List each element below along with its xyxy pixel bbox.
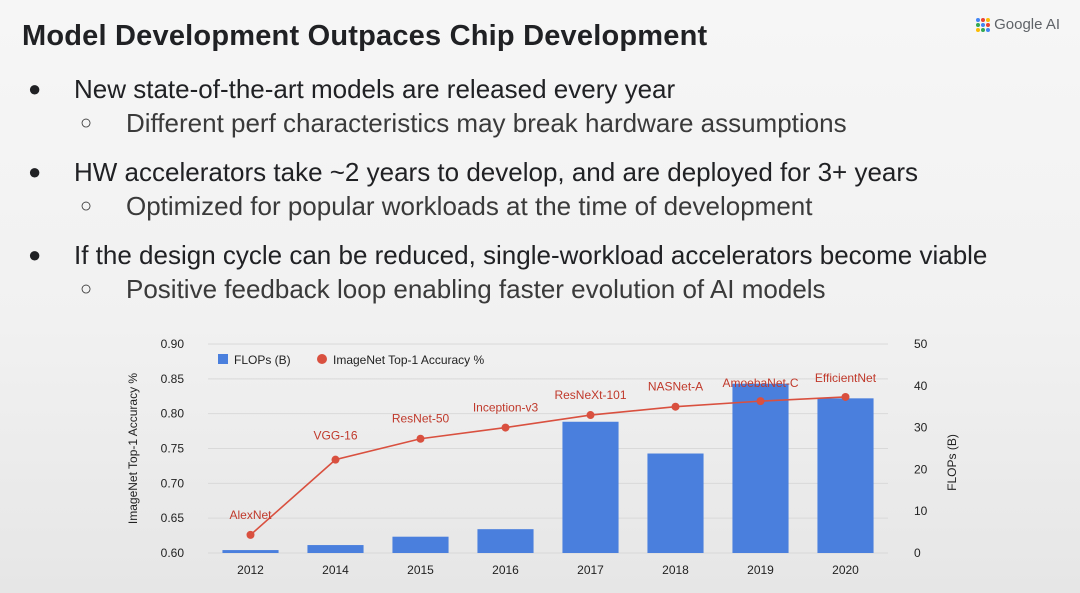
sub-bullet-item: ○ Different perf characteristics may bre…	[80, 106, 1072, 140]
sub-bullet-text: Different perf characteristics may break…	[126, 107, 847, 138]
accuracy-point	[246, 530, 255, 539]
model-label: AlexNet	[229, 508, 272, 522]
sub-bullet-text: Optimized for popular workloads at the t…	[126, 190, 813, 221]
x-tick-label: 2019	[747, 563, 774, 577]
flops-bar	[732, 383, 789, 553]
bullet-glyph: ●	[28, 76, 42, 101]
flops-accuracy-combo-chart: 0.90 0.85 0.80 0.75 0.70 0.65 0.60 50 40 30 20 10 0 2…	[126, 337, 959, 577]
y-tick-label: 0.70	[161, 476, 185, 490]
y2-tick-label: 30	[914, 421, 928, 435]
x-tick-label: 2020	[832, 563, 859, 577]
model-label: ResNet-50	[392, 412, 450, 426]
flops-bar	[477, 529, 534, 553]
accuracy-point	[841, 392, 850, 401]
model-label: ResNeXt-101	[554, 388, 626, 402]
x-tick-label: 2015	[407, 563, 434, 577]
legend-label-accuracy: ImageNet Top-1 Accuracy %	[333, 353, 485, 367]
accuracy-point	[501, 423, 510, 432]
x-tick-label: 2012	[237, 563, 264, 577]
sub-bullet-glyph: ○	[80, 194, 93, 217]
google-ai-dots-icon	[976, 17, 991, 32]
bullet-text: If the design cycle can be reduced, sing…	[74, 239, 988, 270]
flops-bar	[647, 453, 704, 553]
model-label: Inception-v3	[473, 401, 539, 415]
bullet-text: HW accelerators take ~2 years to develop…	[74, 156, 919, 187]
y-tick-label: 0.65	[161, 511, 185, 525]
y2-tick-label: 20	[914, 462, 928, 476]
brand-name: Google AI	[994, 16, 1060, 33]
bullet-glyph: ●	[28, 242, 42, 267]
flops-bar	[817, 398, 874, 553]
y2-tick-label: 40	[914, 379, 928, 393]
legend-line-swatch	[317, 354, 327, 364]
slide-title: Model Development Outpaces Chip Developm…	[22, 20, 708, 52]
accuracy-point	[586, 411, 595, 420]
x-tick-label: 2017	[577, 563, 604, 577]
legend-label-flops: FLOPs (B)	[234, 353, 291, 367]
accuracy-point	[416, 434, 425, 443]
model-label: EfficientNet	[815, 371, 877, 385]
bullet-glyph: ●	[28, 159, 42, 184]
flops-bar	[307, 545, 364, 553]
y-tick-label: 0.75	[161, 442, 185, 456]
flops-bar	[392, 536, 449, 553]
x-tick-label: 2014	[322, 563, 349, 577]
sub-bullet-text: Positive feedback loop enabling faster e…	[126, 273, 826, 304]
y-tick-label: 0.85	[161, 372, 185, 386]
accuracy-point	[756, 397, 765, 406]
accuracy-line	[249, 396, 846, 536]
sub-bullet-item: ○ Positive feedback loop enabling faster…	[80, 272, 1072, 306]
bullet-item: ● If the design cycle can be reduced, si…	[22, 238, 1072, 272]
sub-bullet-item: ○ Optimized for popular workloads at the…	[80, 189, 1072, 223]
y-axis-title: ImageNet Top-1 Accuracy %	[126, 373, 140, 525]
sub-bullet-glyph: ○	[80, 111, 93, 134]
model-label: AmoebaNet-C	[722, 376, 798, 390]
bullet-list: ● New state-of-the-art models are releas…	[22, 72, 1072, 306]
legend-bar-swatch	[218, 354, 228, 364]
bullet-item: ● HW accelerators take ~2 years to devel…	[22, 155, 1072, 189]
y2-axis-title: FLOPs (B)	[945, 434, 959, 491]
flops-bar	[222, 550, 279, 553]
bullet-item: ● New state-of-the-art models are releas…	[22, 72, 1072, 106]
y-tick-label: 0.80	[161, 407, 185, 421]
y2-tick-label: 0	[914, 546, 921, 560]
y-tick-label: 0.60	[161, 546, 185, 560]
y2-tick-label: 10	[914, 504, 928, 518]
y2-tick-label: 50	[914, 337, 928, 351]
x-tick-label: 2016	[492, 563, 519, 577]
accuracy-point	[671, 402, 680, 411]
x-tick-label: 2018	[662, 563, 689, 577]
accuracy-point	[331, 455, 340, 464]
y-tick-label: 0.90	[161, 337, 185, 351]
model-label: VGG-16	[313, 429, 357, 443]
flops-bar	[562, 421, 619, 553]
brand-logo: Google AI	[976, 16, 1060, 33]
bullet-text: New state-of-the-art models are released…	[74, 73, 676, 104]
model-label: NASNet-A	[648, 380, 703, 394]
sub-bullet-glyph: ○	[80, 277, 93, 300]
